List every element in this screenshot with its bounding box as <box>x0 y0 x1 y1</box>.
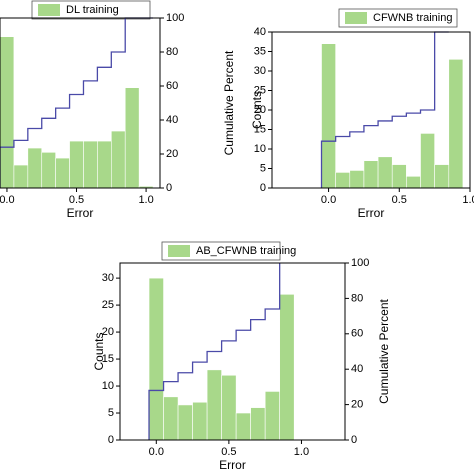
legend-box <box>161 241 281 261</box>
cumulative-line <box>0 17 154 188</box>
x-tick-label: 1.0 <box>138 194 153 206</box>
legend-swatch <box>168 245 190 257</box>
y-tick-label: 15 <box>102 353 114 365</box>
y-tick-label: 35 <box>254 45 266 57</box>
y2-tick-label: 80 <box>166 46 178 58</box>
bar <box>363 160 379 189</box>
bar <box>0 36 15 189</box>
bar <box>27 147 43 189</box>
x-tick-label: 0.0 <box>0 194 15 206</box>
x-tick-label: 0.0 <box>321 194 336 206</box>
legend-box <box>31 0 151 20</box>
y-tick-label: 15 <box>254 123 266 135</box>
legend-label: CFWNB training <box>373 12 452 24</box>
y-tick-label: 10 <box>102 380 114 392</box>
y-axis-label: Counts <box>250 91 264 129</box>
bar <box>192 401 208 441</box>
y-tick-label: 5 <box>260 162 266 174</box>
y-tick-label: 25 <box>102 299 114 311</box>
bar <box>13 164 29 189</box>
y2-tick-label: 60 <box>351 328 363 340</box>
bar <box>83 140 98 189</box>
y-tick-label: 10 <box>254 143 266 155</box>
x-axis-label: Error <box>219 458 246 472</box>
bar <box>335 172 351 189</box>
legend-label: DL training <box>66 4 119 16</box>
cumulative-line <box>148 263 281 440</box>
bar <box>235 412 251 441</box>
bar <box>163 396 179 441</box>
bar <box>406 176 421 189</box>
bar <box>434 164 450 189</box>
y2-tick-label: 20 <box>166 148 178 160</box>
y2-axis-label: Cumulative Percent <box>377 298 391 403</box>
legend-swatch <box>38 4 60 16</box>
bar <box>391 164 407 189</box>
plot-frame <box>119 262 346 441</box>
x-tick-label: 1.0 <box>294 446 309 458</box>
bar <box>177 404 193 441</box>
x-tick-label: 0.5 <box>69 194 84 206</box>
x-tick-label: 0.5 <box>221 446 236 458</box>
y-tick-label: 30 <box>102 272 114 284</box>
y2-tick-label: 40 <box>166 114 178 126</box>
x-axis-label: Error <box>67 206 94 220</box>
y2-tick-label: 0 <box>166 182 172 194</box>
bar <box>420 133 435 189</box>
y2-tick-label: 40 <box>351 363 363 375</box>
x-axis-label: Error <box>358 206 385 220</box>
legend-label: AB_CFWNB training <box>196 245 296 257</box>
bar <box>221 374 237 441</box>
y-tick-label: 40 <box>254 26 266 38</box>
bar <box>148 277 164 441</box>
y-tick-label: 25 <box>254 84 266 96</box>
plot-frame <box>0 17 161 189</box>
y-tick-label: 20 <box>254 104 266 116</box>
bar <box>97 140 112 189</box>
y2-tick-label: 0 <box>351 434 357 446</box>
y-tick-label: 20 <box>102 326 114 338</box>
y2-tick-label: 20 <box>351 399 363 411</box>
y-axis-label: Counts <box>92 332 106 370</box>
legend-swatch <box>345 12 367 24</box>
legend-box <box>338 8 458 28</box>
x-tick-label: 0.0 <box>149 446 164 458</box>
bar <box>41 152 56 189</box>
x-tick-label: 0.5 <box>392 194 407 206</box>
bar <box>264 391 280 441</box>
bar <box>349 170 365 189</box>
x-tick-label: 1.0 <box>462 194 474 206</box>
bar <box>377 156 393 189</box>
bar <box>69 140 84 189</box>
y-tick-label: 5 <box>108 407 114 419</box>
y-tick-label: 30 <box>254 65 266 77</box>
y-tick-label: 0 <box>260 182 266 194</box>
bar <box>124 87 140 189</box>
bar <box>111 130 126 189</box>
y2-tick-label: 60 <box>166 80 178 92</box>
y-tick-label: 0 <box>108 434 114 446</box>
bar <box>448 58 464 189</box>
bar <box>321 43 336 189</box>
bar <box>55 157 70 189</box>
y2-axis-label: Cumulative Percent <box>222 50 236 155</box>
y2-tick-label: 100 <box>351 257 369 269</box>
cumulative-line <box>320 31 449 188</box>
bar <box>279 293 295 441</box>
y2-tick-label: 80 <box>351 292 363 304</box>
bar <box>250 407 266 441</box>
bar <box>206 369 222 441</box>
y2-tick-label: 100 <box>166 12 184 24</box>
